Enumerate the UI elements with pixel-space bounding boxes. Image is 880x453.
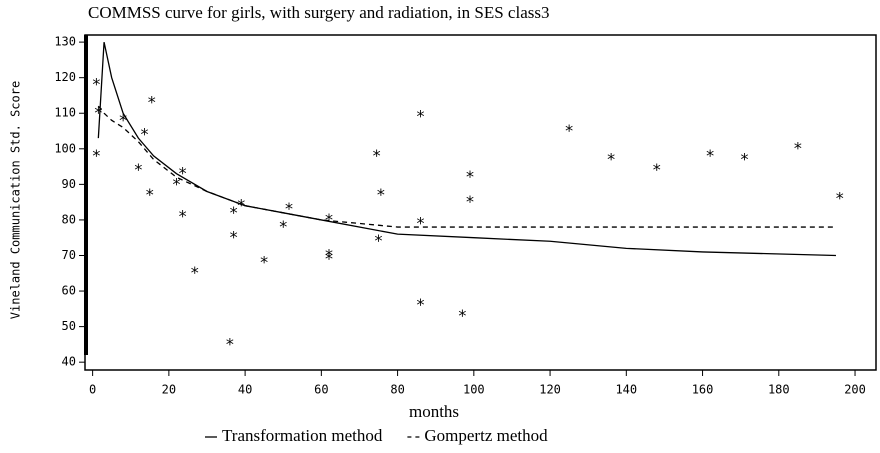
plot-frame (84, 34, 877, 371)
x-tick-label: 120 (539, 383, 561, 397)
data-point: * (466, 167, 474, 186)
data-point: * (226, 334, 234, 353)
data-point: * (92, 146, 100, 165)
y-tick-label: 80 (62, 212, 76, 226)
x-tick-label: 180 (768, 383, 790, 397)
data-point: * (706, 146, 714, 165)
data-point: * (230, 203, 238, 222)
y-tick-label: 90 (62, 177, 76, 191)
x-tick-label: 140 (615, 383, 637, 397)
data-point: * (325, 245, 333, 264)
data-point: * (279, 217, 287, 236)
data-point: * (375, 231, 383, 250)
x-axis-label: months (409, 402, 459, 421)
data-point: * (179, 206, 187, 225)
data-point: * (325, 249, 333, 268)
y-tick-label: 110 (54, 106, 76, 120)
data-point: * (836, 189, 844, 208)
legend-label: Transformation method (222, 426, 383, 445)
data-point: * (148, 93, 156, 112)
x-tick-label: 0 (89, 383, 96, 397)
axis-bar (84, 35, 88, 355)
y-tick-label: 130 (54, 35, 76, 49)
data-point: * (92, 75, 100, 94)
data-point: * (740, 149, 748, 168)
data-point: * (794, 139, 802, 158)
y-tick-label: 50 (62, 319, 76, 333)
legend-label: Gompertz method (424, 426, 548, 445)
x-tick-label: 200 (844, 383, 866, 397)
data-point: * (416, 295, 424, 314)
data-point: * (94, 103, 102, 122)
data-point: * (653, 160, 661, 179)
series-line (97, 105, 836, 228)
x-tick-label: 60 (314, 383, 328, 397)
data-point: * (607, 149, 615, 168)
y-tick-label: 120 (54, 70, 76, 84)
data-point: * (373, 146, 381, 165)
y-tick-label: 70 (62, 248, 76, 262)
data-point: * (134, 160, 142, 179)
y-tick-label: 100 (54, 141, 76, 155)
data-point: * (377, 185, 385, 204)
x-tick-label: 160 (692, 383, 714, 397)
data-point: * (230, 228, 238, 247)
data-point: * (146, 185, 154, 204)
series-line (97, 41, 836, 257)
data-point: * (285, 199, 293, 218)
data-point: * (172, 174, 180, 193)
y-tick-label: 40 (62, 355, 76, 369)
data-point: * (179, 164, 187, 183)
data-point: * (260, 253, 268, 272)
x-tick-label: 100 (463, 383, 485, 397)
data-point: * (565, 121, 573, 140)
data-point: * (466, 192, 474, 211)
data-point: * (140, 125, 148, 144)
data-point: * (237, 196, 245, 215)
y-axis-label: Vineland Communication Std. Score (9, 81, 23, 319)
data-point: * (416, 107, 424, 126)
data-point: * (191, 263, 199, 282)
data-point: * (119, 110, 127, 129)
x-tick-label: 40 (238, 383, 252, 397)
chart-title: COMMSS curve for girls, with surgery and… (88, 3, 549, 22)
data-point: * (458, 306, 466, 325)
y-tick-label: 60 (62, 284, 76, 298)
data-point: * (325, 210, 333, 229)
x-tick-label: 80 (390, 383, 404, 397)
x-tick-label: 20 (162, 383, 176, 397)
data-point: * (416, 213, 424, 232)
